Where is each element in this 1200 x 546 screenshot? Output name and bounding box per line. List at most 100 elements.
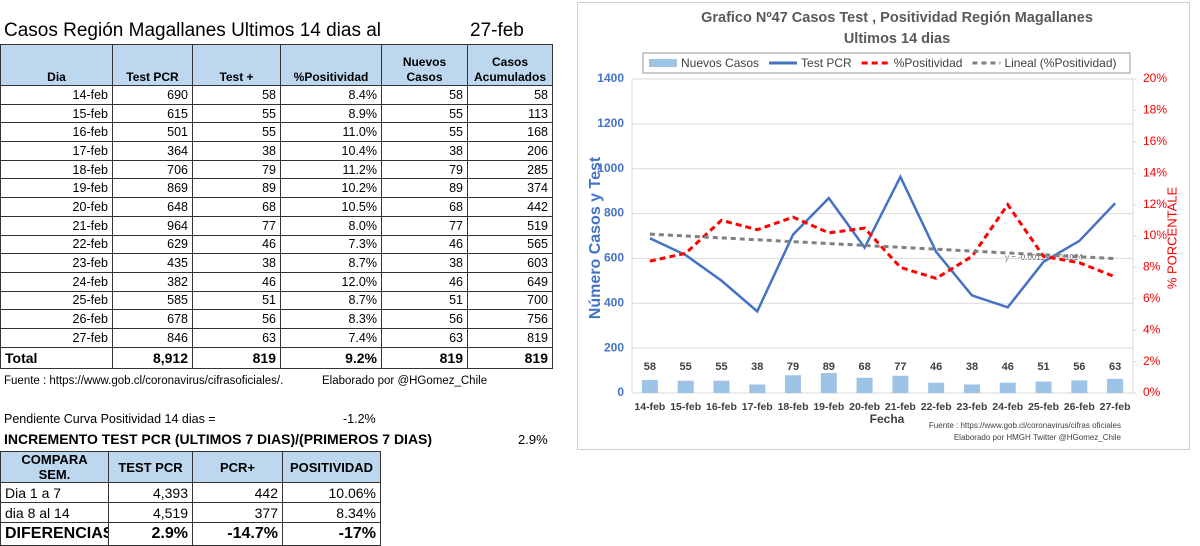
table-row: Dia 1 a 7 4,393 442 10.06% — [0, 482, 381, 503]
table-cell: 700 — [467, 290, 553, 311]
table-cell: 615 — [112, 103, 193, 124]
table-cell: 756 — [467, 309, 553, 329]
table-row: dia 8 al 14 4,519 377 8.34% — [0, 502, 381, 523]
table-cell: dia 8 al 14 — [0, 502, 109, 523]
table-cell: 79 — [381, 159, 468, 180]
source: Fuente : https://www.gob.cl/coronavirus/… — [4, 375, 284, 387]
slope-label: Pendiente Curva Positividad 14 dias = — [4, 412, 216, 426]
table-cell: 21-feb — [0, 215, 113, 236]
cases-table: Dia Test PCR Test + %Positividad Nuevos Caso… — [0, 44, 553, 369]
table-cell: 25-feb — [0, 290, 113, 311]
table-cell: 964 — [112, 215, 193, 236]
bar-label: 46 — [930, 361, 942, 373]
table-cell: 364 — [112, 141, 193, 161]
table-cell: Total — [0, 346, 113, 369]
x-tick-label: 15-feb — [670, 401, 701, 413]
table-row: 14-feb 690 58 8.4% 58 58 — [0, 85, 553, 105]
table-cell: 869 — [112, 178, 193, 199]
table-cell: 11.2% — [280, 159, 382, 180]
table-cell: 565 — [467, 234, 553, 255]
table-cell: 8.0% — [280, 215, 382, 236]
table-cell: 19-feb — [0, 178, 113, 199]
table-row: 22-feb 629 46 7.3% 46 565 — [0, 234, 553, 255]
y2-tick-label: 20% — [1143, 71, 1167, 85]
chart-subtitle: Ultimos 14 dias — [844, 31, 950, 47]
table-cell: 63 — [192, 327, 281, 348]
bar — [641, 379, 658, 393]
table-cell: 55 — [381, 122, 468, 143]
table-cell: 56 — [192, 309, 281, 329]
y2-tick-label: 12% — [1143, 197, 1167, 211]
table-cell: 51 — [381, 290, 468, 311]
table-cell: 10.4% — [280, 141, 382, 161]
table-cell: 8.3% — [280, 309, 382, 329]
table-row: Dia Test PCR Test + %Positividad Nuevos Caso… — [0, 44, 553, 86]
table-cell: 46 — [381, 271, 468, 292]
y2-tick-label: 18% — [1143, 103, 1167, 117]
bar — [892, 375, 909, 393]
table-cell: 38 — [381, 141, 468, 161]
table-cell: 648 — [112, 197, 193, 217]
bar-label: 55 — [680, 361, 692, 373]
table-cell: 14-feb — [0, 85, 113, 105]
table-cell: COMPARA SEM. — [0, 451, 109, 483]
table-cell: 168 — [467, 122, 553, 143]
y2-tick-label: 10% — [1143, 228, 1167, 242]
y2-tick-label: 8% — [1143, 260, 1161, 274]
y2-tick-label: 0% — [1143, 385, 1161, 399]
bar — [1035, 381, 1052, 393]
table-cell: 819 — [467, 346, 553, 369]
x-tick-label: 22-feb — [921, 401, 952, 413]
table-cell: PCR+ — [192, 451, 283, 483]
x-tick-label: 24-feb — [992, 401, 1023, 413]
table-cell: 10.5% — [280, 197, 382, 217]
x-tick-label: 21-feb — [885, 401, 916, 413]
table-cell: Test + — [192, 44, 281, 86]
table-cell: 8.4% — [280, 85, 382, 105]
table-cell: 27-feb — [0, 327, 113, 348]
table-cell: 8.7% — [280, 253, 382, 273]
table-row: 16-feb 501 55 11.0% 55 168 — [0, 122, 553, 143]
table-cell: 15-feb — [0, 103, 113, 124]
table-cell: 819 — [192, 346, 281, 369]
bar — [1071, 380, 1088, 393]
bar — [928, 382, 945, 393]
slope-value: -1.2% — [343, 412, 376, 426]
table-cell: 435 — [112, 253, 193, 273]
bar-label: 89 — [823, 361, 835, 373]
legend-label: Nuevos Casos — [681, 56, 759, 70]
table-cell: 77 — [192, 215, 281, 236]
table-cell: -14.7% — [192, 522, 283, 546]
table-row: 26-feb 678 56 8.3% 56 756 — [0, 309, 553, 329]
table-cell: 2.9% — [108, 522, 193, 546]
bar — [749, 384, 766, 393]
table-cell: 519 — [467, 215, 553, 236]
y-tick-label: 0 — [617, 385, 624, 399]
bar — [677, 380, 694, 393]
table-cell: 4,393 — [108, 482, 193, 503]
table-cell: 7.4% — [280, 327, 382, 348]
table-cell: DIFERENCIAS — [0, 522, 109, 546]
y2-tick-label: 2% — [1143, 354, 1161, 368]
bar — [1107, 378, 1124, 393]
x-tick-label: 23-feb — [956, 401, 987, 413]
table-cell: 55 — [192, 122, 281, 143]
line — [649, 201, 1116, 281]
table-cell: 46 — [381, 234, 468, 255]
table-cell: 819 — [467, 327, 553, 348]
y2-tick-label: 6% — [1143, 291, 1161, 305]
bar-label: 63 — [1109, 361, 1121, 373]
table-cell: 649 — [467, 271, 553, 292]
table-cell: 79 — [192, 159, 281, 180]
y-tick-label: 600 — [604, 251, 624, 265]
table-cell: 63 — [381, 327, 468, 348]
table-cell: 10.06% — [282, 482, 381, 503]
x-tick-label: 20-feb — [849, 401, 880, 413]
table-row: 19-feb 869 89 10.2% 89 374 — [0, 178, 553, 199]
y-tick-label: 1400 — [597, 71, 624, 85]
table-cell: 629 — [112, 234, 193, 255]
footnote: Fuente : https://www.gob.cl/coronavirus/… — [929, 421, 1121, 430]
y2-tick-label: 14% — [1143, 165, 1167, 179]
bar — [713, 380, 730, 393]
